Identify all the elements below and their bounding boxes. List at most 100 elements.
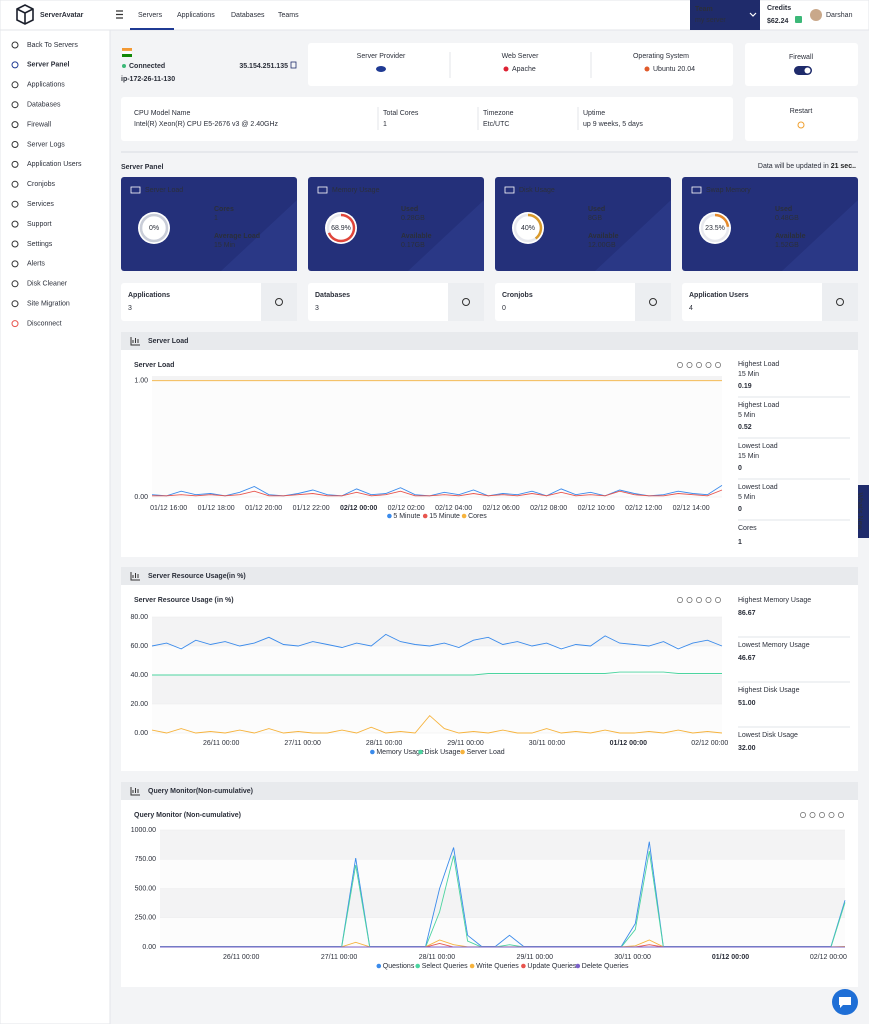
legend-label[interactable]: Update Queries (527, 963, 577, 970)
legend-label[interactable]: Delete Queries (582, 963, 629, 970)
sidebar-item[interactable]: Support (27, 221, 52, 228)
legend-label[interactable]: Write Queries (476, 963, 519, 970)
toolbar-icon[interactable] (715, 362, 721, 368)
nav-item[interactable]: Applications (177, 12, 215, 19)
avatar[interactable] (810, 9, 822, 21)
y-tick-label: 40.00 (130, 672, 148, 679)
nav-item[interactable]: Servers (138, 12, 163, 19)
team-switcher[interactable] (690, 0, 760, 30)
firewall-card (745, 43, 858, 86)
sidebar-item[interactable]: Services (27, 201, 54, 208)
stat-label: Lowest Load (738, 443, 778, 450)
server-hostname: ip-172-26-11-130 (121, 76, 175, 83)
nav-active (130, 28, 174, 30)
sidebar-item[interactable]: Disconnect (27, 320, 62, 327)
sidebar-icon (11, 101, 19, 109)
sidebar-item[interactable]: Applications (27, 82, 65, 89)
nav-item[interactable]: Teams (278, 12, 299, 19)
card-icon (691, 186, 702, 194)
legend-label[interactable]: 15 Minute (429, 513, 460, 520)
info-label: Server Provider (357, 53, 406, 60)
sidebar-item[interactable]: Disk Cleaner (27, 281, 68, 288)
sidebar-item[interactable]: Alerts (27, 261, 45, 268)
gauge-arc (327, 213, 356, 243)
count-icon-box (635, 283, 671, 321)
toolbar-icon[interactable] (705, 597, 712, 603)
stat-sub: 5 Min (738, 494, 755, 501)
stat-value: 1 (738, 539, 742, 546)
legend-label[interactable]: 5 Minute (393, 513, 420, 520)
sidebar-item[interactable]: Server Logs (27, 141, 65, 148)
legend-label[interactable]: Memory Usage (376, 749, 424, 756)
sidebar-item[interactable]: Databases (27, 102, 61, 109)
x-tick-label: 02/12 04:00 (435, 505, 472, 512)
stat-sub: 5 Min (738, 412, 755, 419)
count-icon (275, 298, 283, 306)
toolbar-icon[interactable] (809, 812, 816, 818)
x-tick-label: 02/12 06:00 (483, 505, 520, 512)
legend-label[interactable]: Cores (468, 513, 487, 520)
sidebar-item[interactable]: Settings (27, 241, 53, 248)
sidebar-item[interactable]: Back To Servers (27, 42, 78, 49)
legend-dot (387, 513, 392, 519)
toolbar-icon[interactable] (696, 597, 702, 603)
toolbar-icon[interactable] (686, 362, 693, 368)
series-line (151, 714, 723, 734)
legend-label[interactable]: Select Queries (422, 963, 468, 970)
y-tick-label: 0.00 (134, 494, 148, 501)
team-caret (749, 12, 757, 17)
y-tick-label: 750.00 (135, 856, 157, 863)
x-tick-label: 28/11 00:00 (419, 954, 456, 961)
x-tick-label: 02/12 14:00 (673, 505, 710, 512)
spec-value: Intel(R) Xeon(R) CPU E5-2676 v3 @ 2.40GH… (134, 121, 279, 128)
info-label: Web Server (502, 53, 539, 60)
flag-saffron (122, 48, 132, 51)
toolbar-icon[interactable] (696, 362, 702, 368)
sidebar-item[interactable]: Cronjobs (27, 181, 56, 188)
restart-card[interactable] (745, 97, 858, 141)
count-card (121, 283, 297, 321)
add-credits[interactable] (795, 16, 802, 23)
card-row-label: Used (775, 206, 792, 213)
toolbar-icon[interactable] (819, 812, 825, 818)
toolbar-icon[interactable] (715, 597, 721, 603)
gauge-bg (325, 212, 357, 244)
toolbar-icon[interactable] (838, 812, 844, 818)
info-label: Operating System (633, 53, 689, 60)
user-name[interactable]: Darshan (826, 12, 853, 19)
card-row-value: 0.48GB (775, 215, 799, 222)
gauge-arc (527, 213, 543, 240)
legend-label[interactable]: Server Load (467, 749, 505, 756)
toolbar-icon[interactable] (686, 597, 693, 603)
legend-label[interactable]: Questions (383, 963, 415, 970)
sidebar-item[interactable]: Site Migration (27, 301, 70, 308)
grid-band (152, 617, 722, 646)
nav-item[interactable]: Databases (231, 12, 265, 19)
toolbar-icon[interactable] (828, 812, 835, 818)
gauge-arc (139, 213, 169, 243)
toolbar-icon[interactable] (677, 362, 683, 368)
sidebar-icon (11, 220, 19, 228)
menu-icon[interactable] (116, 10, 123, 19)
sidebar-item[interactable]: Application Users (27, 161, 82, 168)
gauge-label: 68.9% (331, 225, 351, 232)
sidebar-item[interactable]: Server Panel (27, 62, 69, 69)
card-row-label: Available (588, 233, 619, 240)
toolbar-icon[interactable] (800, 812, 806, 818)
grid-band (152, 376, 722, 381)
section-icon (130, 787, 140, 796)
sidebar-item[interactable]: Firewall (27, 121, 52, 128)
sidebar-icon (11, 81, 19, 89)
stat-label: Lowest Disk Usage (738, 732, 798, 739)
legend-label[interactable]: Disk Usage (425, 749, 461, 756)
toolbar-icon[interactable] (705, 362, 712, 368)
stat-sub: 15 Min (738, 453, 759, 460)
x-tick-label: 27/11 00:00 (284, 740, 321, 747)
y-tick-label: 80.00 (130, 614, 148, 621)
gauge-label: 23.5% (705, 225, 725, 232)
toolbar-icon[interactable] (677, 597, 683, 603)
stat-label: Lowest Load (738, 484, 778, 491)
team-name: my server (695, 17, 726, 24)
section-title: Server Resource Usage(in %) (148, 573, 246, 580)
legend-dot (469, 963, 475, 969)
